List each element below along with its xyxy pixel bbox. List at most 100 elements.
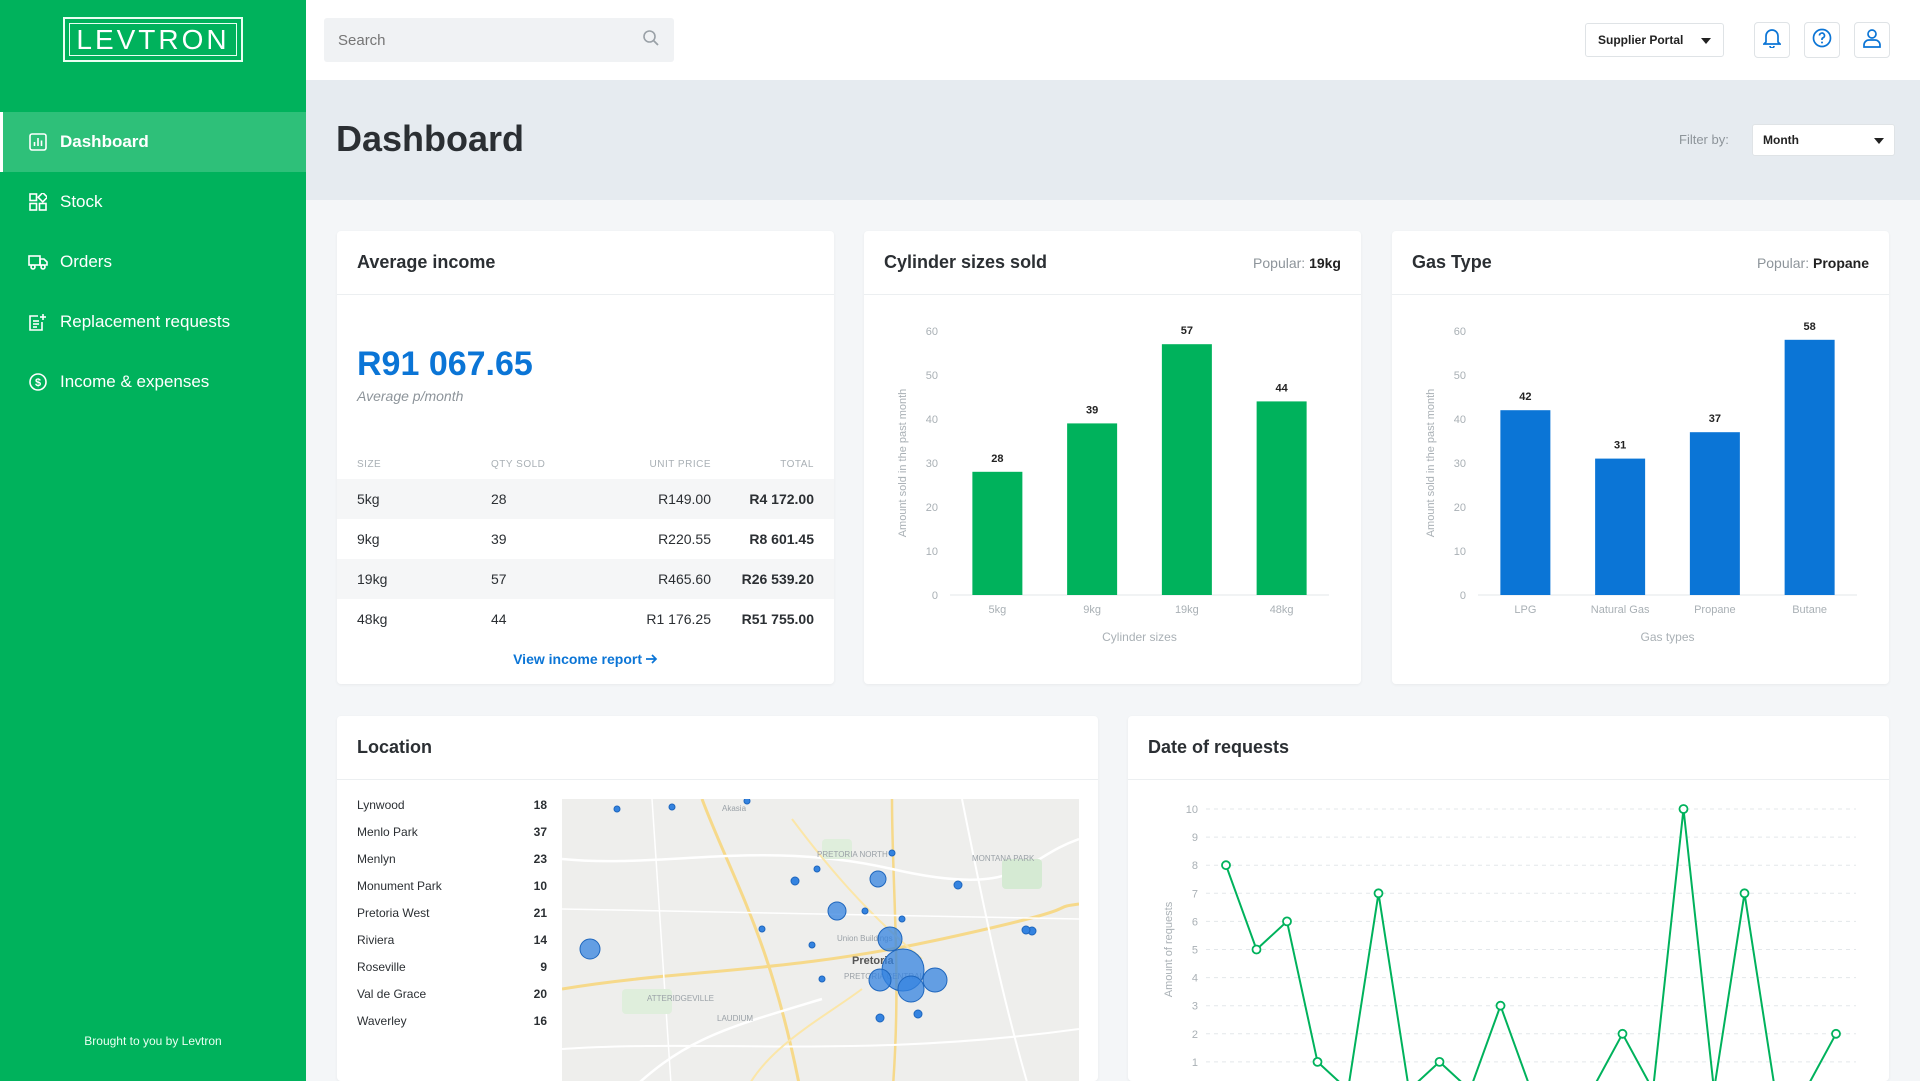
sidebar-item-dashboard[interactable]: Dashboard: [0, 112, 306, 172]
table-cell: R26 539.20: [741, 571, 814, 587]
table-cell: R4 172.00: [749, 491, 814, 507]
bar-chart-icon: [28, 132, 48, 152]
truck-icon: [28, 252, 48, 272]
logo-text: LEVTRON: [76, 23, 230, 55]
map-marker: [898, 915, 906, 923]
card-header: Average income: [337, 231, 834, 295]
sidebar-nav: Dashboard Stock Orders Replacement reque…: [0, 112, 306, 412]
profile-button[interactable]: [1854, 22, 1890, 58]
filter-select[interactable]: Month: [1752, 124, 1895, 156]
location-count: 20: [533, 987, 547, 1001]
y-tick-label: 30: [1454, 458, 1466, 470]
y-tick-label: 20: [926, 502, 938, 514]
y-tick-label: 2: [1192, 1029, 1198, 1041]
card-header: Date of requests: [1128, 716, 1889, 780]
location-count: 14: [533, 933, 547, 947]
search-input[interactable]: [338, 31, 642, 49]
map-marker: [808, 941, 816, 949]
location-name: Menlyn: [357, 852, 396, 866]
sidebar-item-label: Replacement requests: [60, 312, 231, 331]
y-tick-label: 20: [1454, 502, 1466, 514]
table-cell: 9kg: [357, 531, 380, 547]
y-tick-label: 10: [926, 546, 938, 558]
location-name: Menlo Park: [357, 825, 418, 839]
caret-down-icon: [1874, 133, 1884, 147]
location-count: 21: [533, 906, 547, 920]
data-point: [1678, 804, 1689, 814]
location-card: Location Lynwood 18 Menlo Park 37 Menlyn 23…: [337, 716, 1098, 1081]
map-marker: [758, 925, 766, 933]
map-roads: [562, 799, 1079, 1081]
y-tick-label: 40: [926, 414, 938, 426]
table-row: 19kg 57 R465.60 R26 539.20: [337, 559, 834, 599]
map-marker: [868, 968, 892, 992]
popular-label: Popular:: [1756, 254, 1810, 271]
map-marker: [743, 799, 751, 805]
column-header: SIZE: [357, 458, 382, 470]
date-of-requests-card: Date of requests 1 2 3 4 5 6 7 8 9 10 Amount of re…: [1128, 716, 1889, 1081]
user-icon: [1863, 28, 1881, 53]
location-name: Riviera: [357, 933, 395, 947]
data-point: [1373, 888, 1384, 899]
sidebar: LEVTRON Dashboard Stock Orders Replaceme…: [0, 0, 306, 1081]
notifications-button[interactable]: [1754, 22, 1790, 58]
bar: [972, 471, 1023, 595]
data-point: [1495, 1000, 1506, 1011]
data-point: [1831, 1028, 1841, 1039]
list-item: Roseville 9: [357, 960, 547, 987]
table-cell: R220.55: [658, 531, 711, 547]
map-marker: [897, 975, 925, 1003]
card-header: Gas Type Popular: Propane: [1392, 231, 1889, 295]
arrow-right-icon: [645, 651, 658, 667]
column-header: UNIT PRICE: [649, 458, 711, 470]
x-tick-label: Propane: [1694, 604, 1736, 616]
bar-value-label: 39: [1086, 404, 1098, 416]
y-tick-label: 7: [1192, 888, 1198, 900]
map-marker: [790, 876, 800, 886]
y-tick-label: 9: [1192, 832, 1198, 844]
location-count: 10: [533, 879, 547, 893]
map-marker: [953, 880, 963, 890]
sidebar-item-orders[interactable]: Orders: [0, 232, 306, 292]
location-count: 37: [533, 825, 547, 839]
sidebar-item-stock[interactable]: Stock: [0, 172, 306, 232]
list-item: Riviera 14: [357, 933, 547, 960]
gas-type-card: Gas Type Popular: Propane 0 10 20 30 40 50 60 A…: [1392, 231, 1889, 684]
levtron-logo[interactable]: LEVTRON: [63, 17, 243, 62]
bar-value-label: 28: [991, 453, 1003, 465]
card-header: Location: [337, 716, 1098, 780]
page-title: Dashboard: [336, 118, 525, 159]
bar-value-label: 58: [1804, 321, 1816, 333]
sidebar-item-income-expenses[interactable]: $ Income & expenses: [0, 352, 306, 412]
map-label: LAUDIUM: [717, 1014, 753, 1023]
table-row: 9kg 39 R220.55 R8 601.45: [337, 519, 834, 559]
location-name: Lynwood: [357, 798, 405, 812]
y-tick-label: 40: [1454, 414, 1466, 426]
help-button[interactable]: [1804, 22, 1840, 58]
bar: [1067, 423, 1118, 595]
filter-select-value: Month: [1763, 133, 1799, 147]
bar-value-label: 37: [1709, 413, 1721, 425]
y-tick-label: 10: [1186, 804, 1198, 816]
search-box[interactable]: [324, 18, 674, 62]
dollar-circle-icon: $: [28, 372, 48, 392]
search-icon[interactable]: [642, 29, 660, 52]
map-label: PRETORIA NORTH: [817, 850, 888, 859]
table-cell: 39: [491, 531, 507, 547]
list-item: Menlo Park 37: [357, 825, 547, 852]
y-tick-label: 8: [1192, 860, 1198, 872]
portal-select[interactable]: Supplier Portal: [1585, 23, 1724, 57]
location-name: Monument Park: [357, 879, 442, 893]
view-income-report-link[interactable]: View income report: [337, 651, 834, 667]
location-list: Lynwood 18 Menlo Park 37 Menlyn 23 Monument…: [357, 798, 547, 1041]
data-point: [1251, 944, 1262, 955]
location-map[interactable]: Pretoria PRETORIA NORTH PRETORIA CENTRAL…: [562, 799, 1079, 1081]
table-header-row: SIZE QTY SOLD UNIT PRICE TOTAL: [337, 449, 834, 479]
x-tick-label: LPG: [1514, 604, 1536, 616]
x-axis-label: Cylinder sizes: [1102, 630, 1177, 644]
sidebar-item-replacement-requests[interactable]: Replacement requests: [0, 292, 306, 352]
y-tick-label: 3: [1192, 1001, 1198, 1013]
map-canvas: Pretoria PRETORIA NORTH PRETORIA CENTRAL…: [562, 799, 1079, 1081]
bar-value-label: 31: [1614, 440, 1626, 452]
sidebar-footer: Brought to you by Levtron: [84, 1034, 222, 1048]
